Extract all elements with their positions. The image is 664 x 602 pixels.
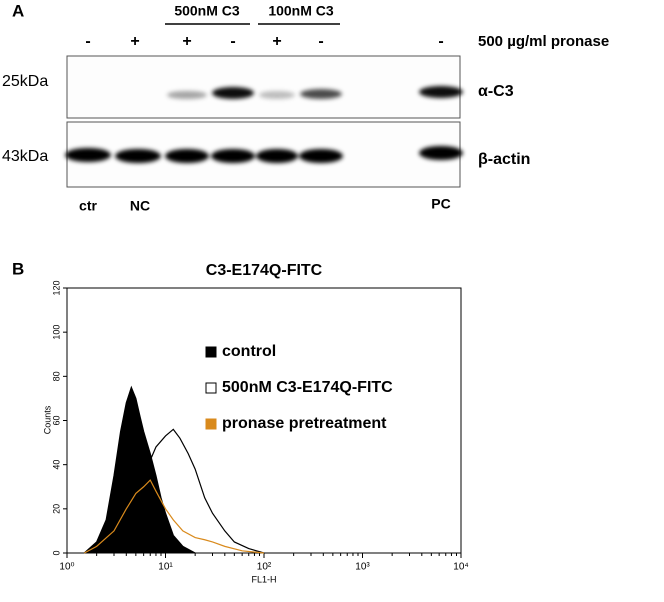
bands	[65, 86, 463, 163]
x-tick-label: 10³	[355, 562, 370, 573]
lane-label: NC	[130, 198, 150, 214]
panel-label: A	[12, 1, 24, 20]
y-tick-label: 20	[51, 504, 61, 514]
blot-label: β-actin	[478, 151, 530, 168]
pronase-sign: -	[85, 33, 90, 50]
lane-label: ctr	[79, 198, 97, 214]
pronase-sign: -	[230, 33, 235, 50]
panel-label: B	[12, 259, 24, 278]
legend-swatch	[205, 418, 217, 430]
histogram-curve	[96, 428, 265, 554]
blot-top	[66, 55, 461, 119]
y-tick-label: 120	[51, 280, 61, 295]
x-tick-label: 10²	[257, 562, 272, 573]
chart-title: C3-E174Q-FITC	[206, 262, 323, 279]
y-tick-label: 0	[51, 550, 61, 555]
legend-label: control	[222, 343, 276, 360]
legend-swatch	[205, 382, 217, 394]
pronase-sign: +	[130, 33, 139, 50]
x-tick-label: 10¹	[158, 562, 173, 573]
group-label: 500nM C3	[174, 3, 240, 19]
x-axis-label: FL1-H	[251, 574, 276, 584]
histogram-curve	[83, 385, 196, 554]
y-tick-label: 60	[51, 415, 61, 425]
histogram-curve	[84, 479, 265, 554]
pronase-sign: -	[438, 33, 443, 50]
y-tick-label: 40	[51, 460, 61, 470]
y-tick-label: 100	[51, 325, 61, 340]
pronase-label: 500 µg/ml pronase	[478, 33, 609, 50]
legend-label: 500nM C3-E174Q-FITC	[222, 379, 393, 396]
y-tick-label: 80	[51, 371, 61, 381]
pronase-sign: +	[272, 33, 281, 50]
lane-label: PC	[431, 196, 450, 212]
y-axis-label: Counts	[42, 405, 52, 434]
legend-swatch	[205, 346, 217, 358]
blot-label: α-C3	[478, 83, 514, 100]
legend-label: pronase pretreatment	[222, 415, 387, 432]
marker-label: 43kDa	[2, 148, 48, 165]
pronase-sign: -	[318, 33, 323, 50]
marker-label: 25kDa	[2, 73, 48, 90]
pronase-sign: +	[182, 33, 191, 50]
x-tick-label: 10⁴	[453, 562, 468, 573]
x-tick-label: 10⁰	[59, 562, 74, 573]
group-label: 100nM C3	[268, 3, 334, 19]
